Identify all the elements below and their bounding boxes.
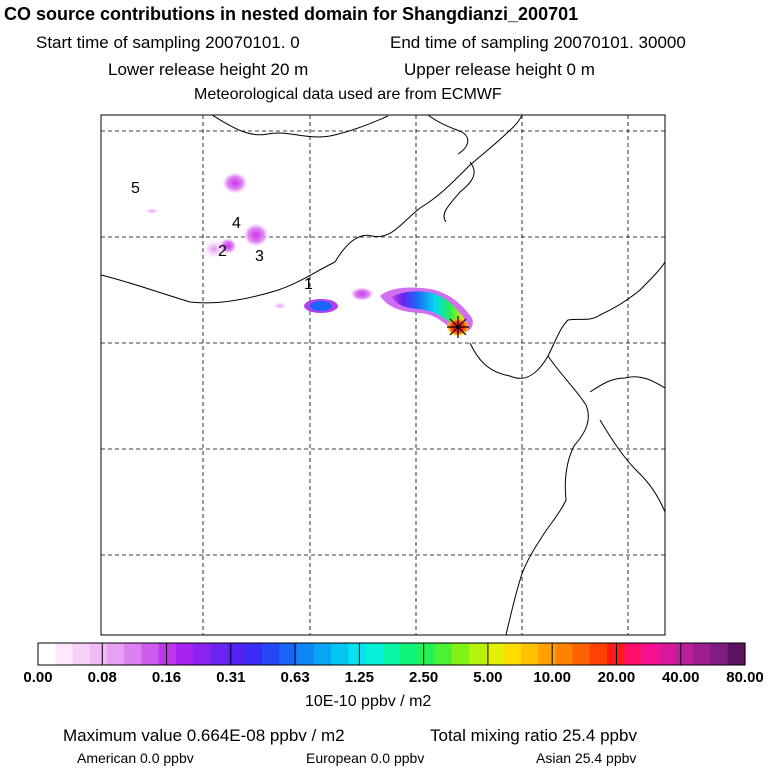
country-borders — [100, 114, 666, 636]
colorbar-tick-label: 40.00 — [661, 669, 700, 686]
colorbar-cell — [38, 643, 56, 665]
colorbar-cell — [693, 643, 712, 665]
colorbar-cell — [555, 643, 574, 665]
american-contribution: American 0.0 ppbv — [77, 750, 194, 766]
start-time-label: Start time of sampling 20070101. 0 — [36, 33, 300, 52]
colorbar-tick-label: 0.16 — [151, 669, 182, 686]
colorbar-cell — [262, 643, 281, 665]
colorbar-cell — [279, 643, 298, 665]
colorbar-cell — [624, 643, 643, 665]
colorbar-tick-label: 0.08 — [87, 669, 117, 686]
colorbar-tick-label: 80.00 — [726, 669, 764, 686]
colorbar-cell — [313, 643, 332, 665]
colorbar-cell — [538, 643, 556, 665]
colorbar-cell — [244, 643, 263, 665]
plot-title: CO source contributions in nested domain… — [4, 4, 579, 24]
colorbar-cell — [193, 643, 212, 665]
colorbar-tick-label: 0.63 — [280, 669, 310, 686]
colorbar-tick-label: 10.00 — [533, 669, 571, 686]
colorbar-cell — [727, 643, 746, 665]
colorbar-tick-label: 5.00 — [473, 669, 503, 686]
colorbar-cell — [589, 643, 608, 665]
colorbar-cell — [348, 643, 367, 665]
end-time-label: End time of sampling 20070101. 30000 — [390, 33, 686, 52]
colorbar-cell — [520, 643, 539, 665]
source-label-5: 5 — [131, 180, 140, 197]
colorbar-cell — [469, 643, 487, 665]
colorbar-cell — [572, 643, 591, 665]
source-label-1: 1 — [304, 276, 313, 293]
colorbar-tick-label: 2.50 — [409, 669, 439, 686]
red-star-icon — [447, 316, 469, 338]
lat-lon-grid — [101, 115, 665, 635]
colorbar-cell — [434, 643, 453, 665]
colorbar-cell — [158, 643, 177, 665]
concentration-field — [144, 172, 473, 336]
colorbar-tick-label: 0.00 — [23, 669, 53, 686]
colorbar-cell — [486, 643, 505, 665]
colorbar-cell — [382, 643, 401, 665]
source-label-2: 2 — [218, 243, 227, 260]
upper-release-label: Upper release height 0 m — [404, 60, 595, 79]
total-mixing-label: Total mixing ratio 25.4 ppbv — [430, 726, 637, 745]
colorbar-cell — [210, 643, 229, 665]
colorbar-cell — [503, 643, 522, 665]
asian-contribution: Asian 25.4 ppbv — [536, 750, 637, 766]
colorbar-cell — [227, 643, 246, 665]
source-label-3: 3 — [255, 248, 264, 265]
colorbar-cell — [106, 643, 125, 665]
colorbar-tick-label: 20.00 — [597, 669, 636, 686]
colorbar-cell — [296, 643, 315, 665]
colorbar-cell — [89, 643, 108, 665]
colorbar-cell — [417, 643, 436, 665]
colorbar-cell — [658, 643, 677, 665]
colorbar-tick-label: 1.25 — [344, 669, 374, 686]
colorbar-cell — [124, 643, 143, 665]
colorbar-cell — [400, 643, 418, 665]
colorbar-cell — [175, 643, 194, 665]
colorbar-cell — [55, 643, 74, 665]
colorbar-cell — [451, 643, 470, 665]
colorbar-units: 10E-10 ppbv / m2 — [305, 693, 432, 710]
european-contribution: European 0.0 ppbv — [306, 750, 425, 766]
met-data-label: Meteorological data used are from ECMWF — [194, 86, 502, 103]
source-label-4: 4 — [232, 215, 241, 232]
colorbar-tick-label: 0.31 — [216, 669, 246, 686]
lower-release-label: Lower release height 20 m — [108, 60, 309, 79]
map-frame — [100, 114, 666, 636]
colorbar-cell — [331, 643, 349, 665]
colorbar-cell — [72, 643, 91, 665]
colorbar-cell — [141, 643, 160, 665]
colorbar-cell — [710, 643, 729, 665]
colorbar-cell — [365, 643, 384, 665]
colorbar-cell — [676, 643, 694, 665]
colorbar-cell — [641, 643, 660, 665]
max-value-label: Maximum value 0.664E-08 ppbv / m2 — [63, 726, 345, 745]
